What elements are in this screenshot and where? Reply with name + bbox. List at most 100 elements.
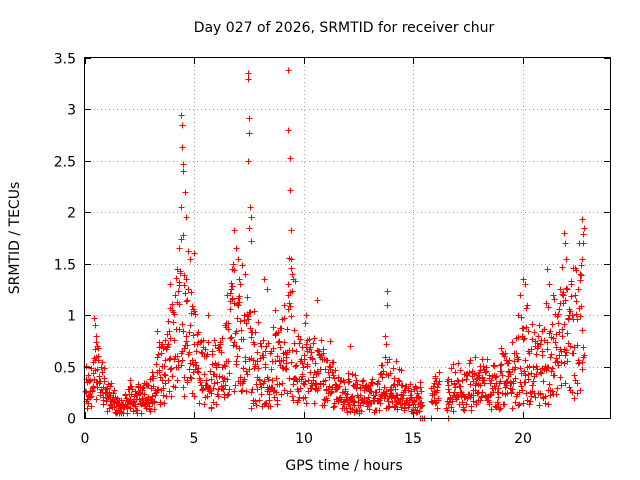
data-point xyxy=(539,352,546,359)
data-point xyxy=(224,292,231,299)
data-point xyxy=(191,250,198,257)
data-point xyxy=(574,342,581,349)
data-point xyxy=(170,319,177,326)
data-point xyxy=(301,381,308,388)
data-point xyxy=(166,388,173,395)
data-point xyxy=(558,382,565,389)
data-point xyxy=(167,335,174,342)
data-point xyxy=(211,380,218,387)
data-point xyxy=(344,409,351,416)
data-point xyxy=(217,339,224,346)
data-point xyxy=(548,368,555,375)
data-point xyxy=(520,336,527,343)
data-point xyxy=(312,360,319,367)
data-point xyxy=(504,378,511,385)
data-point xyxy=(389,399,396,406)
data-point xyxy=(171,337,178,344)
data-point xyxy=(501,353,508,360)
data-point xyxy=(516,401,523,408)
data-point xyxy=(246,366,253,373)
data-point xyxy=(346,378,353,385)
data-point xyxy=(267,403,274,410)
data-point xyxy=(283,366,290,373)
data-point xyxy=(225,320,232,327)
data-point xyxy=(555,362,562,369)
data-point xyxy=(508,389,515,396)
data-point xyxy=(565,315,572,322)
data-point xyxy=(387,370,394,377)
data-point xyxy=(553,391,560,398)
data-point xyxy=(165,341,172,348)
data-point xyxy=(246,130,253,137)
data-point xyxy=(307,344,314,351)
data-point xyxy=(359,378,366,385)
data-point xyxy=(88,403,95,410)
data-point xyxy=(208,405,215,412)
x-tick-label: 15 xyxy=(404,431,422,447)
data-point xyxy=(299,373,306,380)
data-point xyxy=(213,401,220,408)
data-point xyxy=(394,392,401,399)
data-point xyxy=(544,339,551,346)
data-point xyxy=(166,328,173,335)
data-point xyxy=(345,370,352,377)
data-point xyxy=(250,357,257,364)
data-point xyxy=(303,400,310,407)
data-point xyxy=(515,402,522,409)
data-point xyxy=(337,378,344,385)
data-point xyxy=(472,354,479,361)
data-point xyxy=(573,298,580,305)
data-point xyxy=(238,327,245,334)
data-point xyxy=(235,302,242,309)
data-point xyxy=(181,374,188,381)
data-point xyxy=(384,288,391,295)
data-point xyxy=(545,364,552,371)
data-point xyxy=(360,377,367,384)
data-point xyxy=(558,359,565,366)
data-point xyxy=(153,361,160,368)
data-point xyxy=(181,345,188,352)
data-point xyxy=(258,391,265,398)
data-point xyxy=(162,372,169,379)
data-point xyxy=(194,368,201,375)
data-point xyxy=(237,318,244,325)
data-point xyxy=(471,371,478,378)
data-point xyxy=(553,344,560,351)
data-point xyxy=(228,334,235,341)
data-point xyxy=(245,316,252,323)
data-point xyxy=(211,337,218,344)
data-point xyxy=(324,357,331,364)
data-point xyxy=(183,298,190,305)
data-point xyxy=(483,364,490,371)
data-point xyxy=(174,353,181,360)
data-point xyxy=(187,256,194,263)
data-point xyxy=(254,358,261,365)
data-point xyxy=(222,363,229,370)
data-point xyxy=(165,318,172,325)
data-point xyxy=(262,361,269,368)
data-point xyxy=(522,357,529,364)
data-point xyxy=(522,379,529,386)
data-point xyxy=(89,387,96,394)
data-point xyxy=(225,358,232,365)
data-point xyxy=(176,301,183,308)
data-point xyxy=(251,341,258,348)
grid-lines xyxy=(85,58,610,418)
data-point xyxy=(528,393,535,400)
data-point xyxy=(236,276,243,283)
data-point xyxy=(379,362,386,369)
data-point xyxy=(227,306,234,313)
data-point xyxy=(393,401,400,408)
data-point xyxy=(201,371,208,378)
data-point xyxy=(100,397,107,404)
data-point xyxy=(353,377,360,384)
data-point xyxy=(179,144,186,151)
data-point xyxy=(154,328,161,335)
data-point xyxy=(569,389,576,396)
data-point xyxy=(315,385,322,392)
data-point xyxy=(160,392,167,399)
data-point xyxy=(149,393,156,400)
data-point xyxy=(161,363,168,370)
data-point xyxy=(241,376,248,383)
data-point xyxy=(379,374,386,381)
